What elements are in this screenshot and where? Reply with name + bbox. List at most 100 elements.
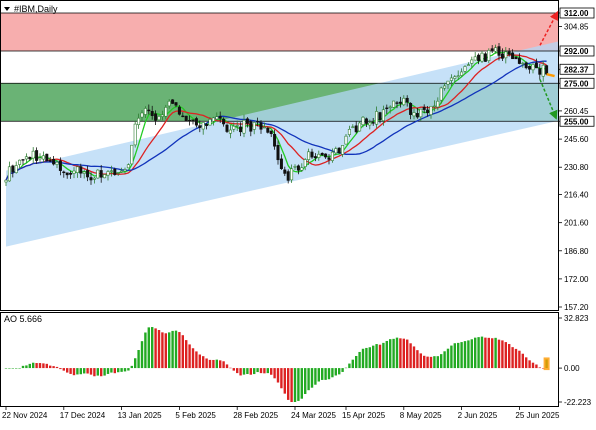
ao-bar xyxy=(270,368,273,375)
candle xyxy=(167,99,171,109)
ao-bar xyxy=(480,336,484,369)
price-mark-box xyxy=(559,45,595,57)
candle-body xyxy=(137,117,141,126)
ao-bar xyxy=(212,359,215,369)
candle xyxy=(402,95,406,107)
ao-bar xyxy=(334,368,337,376)
ao-bar xyxy=(433,356,436,369)
forecast-stub xyxy=(546,72,555,78)
ao-bar xyxy=(103,368,106,376)
ao-bar xyxy=(42,363,45,369)
candle xyxy=(487,48,491,64)
time-tick-label: 15 Apr 2025 xyxy=(342,411,386,420)
candle-body xyxy=(538,68,542,75)
candle xyxy=(232,122,236,133)
candle-body xyxy=(75,166,79,173)
ao-bar xyxy=(134,358,137,369)
candle-body xyxy=(337,147,341,154)
candle xyxy=(58,157,62,176)
ao-bar xyxy=(100,368,103,377)
candle xyxy=(194,116,198,128)
ao-bar xyxy=(28,363,31,369)
candle-body xyxy=(341,145,345,155)
candle-body xyxy=(106,171,110,176)
symbol-label: #IBM,Daily xyxy=(14,4,58,14)
ao-bar xyxy=(62,368,65,371)
header[interactable]: #IBM,Daily xyxy=(4,4,58,14)
candle xyxy=(412,108,416,120)
candle-body xyxy=(528,66,532,70)
resistance-zone xyxy=(1,13,558,51)
candle xyxy=(72,167,76,179)
ao-bar xyxy=(140,341,144,369)
time-tick-label: 17 Dec 2024 xyxy=(60,411,106,420)
triangle-down-icon[interactable] xyxy=(4,7,10,11)
candle-body xyxy=(354,125,358,133)
ao-bar xyxy=(525,357,528,369)
price-mark-box xyxy=(559,115,595,127)
candle xyxy=(283,166,287,177)
ao-bar xyxy=(69,368,72,374)
candle-body xyxy=(409,102,413,115)
ao-bar xyxy=(86,368,89,374)
candle xyxy=(164,104,168,120)
ao-bar xyxy=(382,342,385,369)
ao-bar xyxy=(106,368,110,374)
ao-bar xyxy=(304,368,307,395)
candle-body xyxy=(443,85,447,89)
candle-body xyxy=(283,169,287,174)
ao-bar xyxy=(239,368,242,376)
candle-body xyxy=(160,114,164,117)
ao-bar xyxy=(280,368,283,389)
price-tick-label: 304.85 xyxy=(564,23,589,32)
ao-bar xyxy=(440,354,443,369)
ao-bar xyxy=(202,356,205,369)
candle-body xyxy=(276,145,280,161)
candle xyxy=(89,172,93,185)
price-mark-label: 275.00 xyxy=(564,79,589,88)
candle xyxy=(426,105,430,117)
ao-bar xyxy=(38,363,42,369)
candle xyxy=(368,119,372,130)
candle-body xyxy=(368,122,372,126)
candle-body xyxy=(92,177,96,180)
candle-body xyxy=(358,122,362,132)
candle xyxy=(473,52,477,61)
ao-bar xyxy=(253,368,256,375)
candle xyxy=(109,165,113,177)
candle xyxy=(106,170,110,181)
candle-body xyxy=(147,109,151,112)
candle-body xyxy=(126,164,130,169)
candle-body xyxy=(242,119,246,134)
candle xyxy=(157,115,161,121)
candle-body xyxy=(191,119,195,121)
ao-bar xyxy=(171,330,174,369)
candle-body xyxy=(184,115,188,122)
candle xyxy=(11,164,15,178)
candle-body xyxy=(24,156,28,160)
candle-body xyxy=(79,166,83,174)
candle xyxy=(296,164,300,175)
ao-bar xyxy=(276,368,280,383)
candle-body xyxy=(429,105,433,115)
candle xyxy=(86,165,90,182)
ao-bar xyxy=(491,338,494,369)
ao-bar xyxy=(168,332,171,369)
price-channel xyxy=(6,41,558,247)
ao-bar xyxy=(300,368,303,399)
ao-bar xyxy=(531,362,535,369)
candle-body xyxy=(296,165,300,171)
candle-body xyxy=(256,121,260,123)
ao-bar xyxy=(338,368,341,375)
ao-tick-label: 0.00 xyxy=(564,364,580,373)
candle-body xyxy=(361,116,365,126)
candle-body xyxy=(415,113,419,118)
candle-body xyxy=(521,62,525,65)
candle xyxy=(364,117,368,127)
ao-bar xyxy=(266,368,269,374)
candle xyxy=(341,145,345,158)
ao-bar xyxy=(341,368,344,372)
candle xyxy=(351,124,355,129)
candle xyxy=(4,179,8,186)
